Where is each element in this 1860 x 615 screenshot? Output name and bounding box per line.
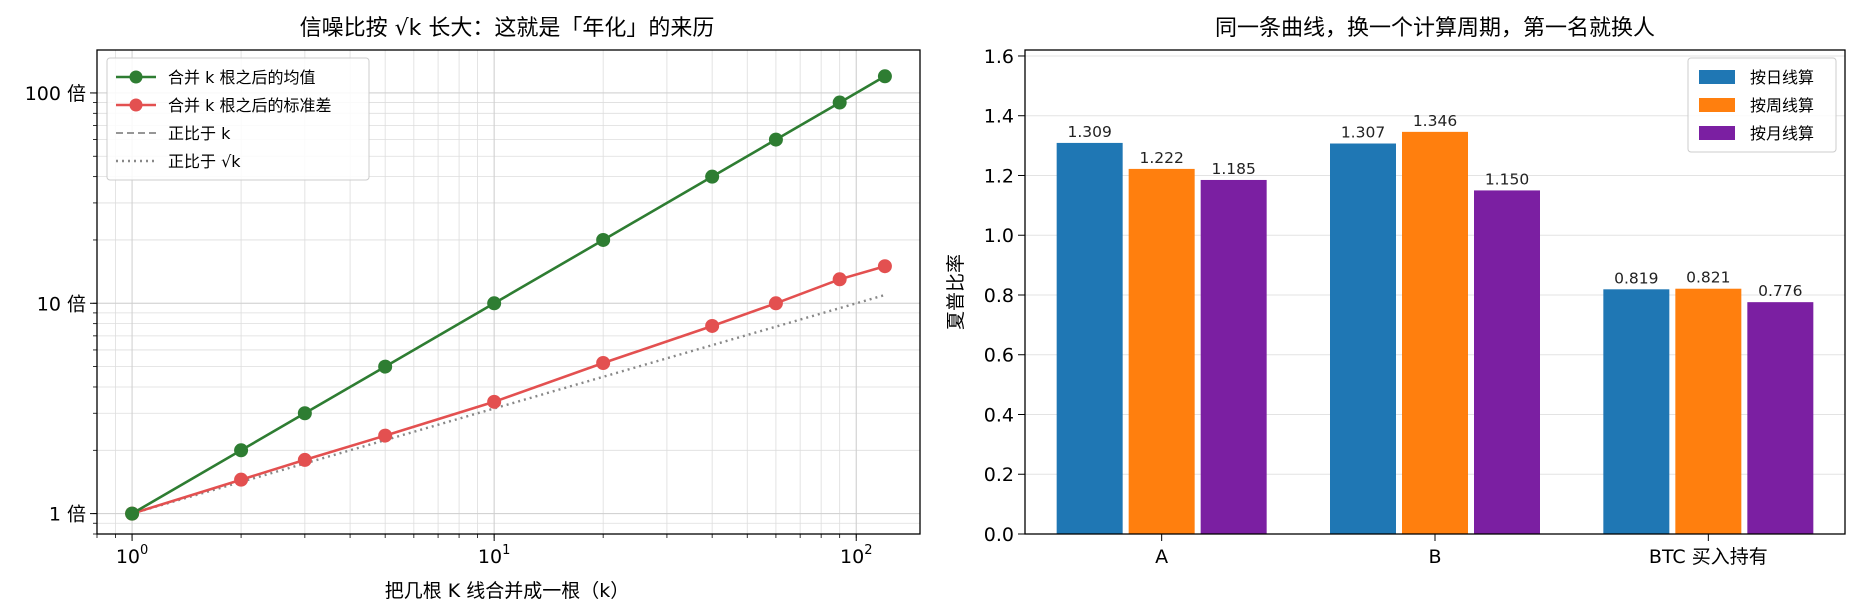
right-bars-layer: 1.309 1.222 1.185 1.307 1.346 1.150 0.819 0.821…: [1056, 112, 1814, 535]
series-2-point: [768, 296, 783, 311]
series-1-point: [877, 69, 892, 84]
bar-3-1: [1200, 179, 1267, 535]
left-x-tick-label: 102: [840, 543, 872, 568]
series-1-point: [832, 95, 847, 110]
series-2-point: [877, 259, 892, 274]
left-chart-title: 信噪比按 √k 长大：这就是「年化」的来历: [300, 16, 715, 41]
bar-value-label: 1.309: [1067, 123, 1111, 141]
bar-value-label: 0.821: [1686, 269, 1730, 287]
right-x-tick-label: A: [1155, 546, 1168, 568]
right-x-tick-label: BTC 买入持有: [1649, 546, 1768, 568]
right-x-tick-label: B: [1428, 546, 1441, 568]
right-legend-swatch: [1699, 126, 1735, 140]
left-legend-label: 正比于 √k: [168, 152, 241, 171]
bar-2-3: [1675, 288, 1742, 534]
left-legend-label: 合并 k 根之后的均值: [168, 68, 315, 87]
right-legend-swatch: [1699, 98, 1735, 112]
right-y-tick-label: 1.0: [984, 225, 1014, 247]
bar-3-3: [1747, 302, 1814, 534]
right-y-tick-label: 1.6: [984, 46, 1014, 68]
right-ticks: 0.0 0.2 0.4 0.6 0.8 1.0 1.2 1.4 1.6 A B BTC 买入持有: [984, 46, 1768, 568]
right-y-axis-label: 夏普比率: [945, 254, 967, 330]
series-1-point: [596, 232, 611, 247]
bar-value-label: 1.185: [1211, 160, 1255, 178]
bar-chart-panel: 同一条曲线，换一个计算周期，第一名就换人 1.3091.2221.1851.30…: [945, 16, 1846, 568]
right-y-tick-label: 1.4: [984, 106, 1014, 128]
left-legend-marker: [129, 98, 143, 112]
series-2-point: [234, 472, 249, 487]
series-2-point: [705, 318, 720, 333]
bar-value-label: 1.307: [1341, 124, 1385, 142]
right-chart-title: 同一条曲线，换一个计算周期，第一名就换人: [1215, 16, 1655, 41]
bar-1-3: [1603, 289, 1670, 534]
left-ticks: 100 101 102 1 倍 10 倍 100 倍: [25, 83, 873, 568]
series-2-point: [832, 272, 847, 287]
series-2-point: [596, 356, 611, 371]
left-x-axis-label: 把几根 K 线合并成一根（k）: [385, 580, 630, 602]
series-1-point: [487, 296, 502, 311]
right-legend-label: 按月线算: [1750, 124, 1814, 143]
left-y-tick-label: 10 倍: [37, 293, 86, 315]
series-2-point: [297, 452, 312, 467]
left-legend-label: 合并 k 根之后的标准差: [168, 96, 331, 115]
right-y-tick-label: 0.6: [984, 345, 1014, 367]
bar-1-2: [1330, 143, 1396, 534]
left-y-tick-label: 100 倍: [25, 83, 86, 105]
series-line-4: [131, 293, 886, 515]
series-line-2: [131, 264, 886, 515]
left-x-tick-label: 100: [116, 543, 148, 568]
bar-value-label: 1.150: [1485, 170, 1529, 188]
right-legend-label: 按日线算: [1750, 68, 1814, 87]
left-legend-label: 正比于 k: [168, 124, 231, 143]
series-2-point: [487, 394, 502, 409]
bar-2-2: [1402, 131, 1468, 534]
left-plot-frame: [96, 49, 921, 535]
right-y-tick-label: 0.8: [984, 285, 1014, 307]
series-1-point: [378, 359, 393, 374]
bar-3-2: [1474, 190, 1540, 535]
bar-1-1: [1056, 142, 1123, 534]
left-x-tick-label: 101: [478, 543, 510, 568]
left-legend-box: [106, 57, 370, 181]
right-y-tick-label: 0.2: [984, 464, 1014, 486]
series-line-1: [131, 75, 886, 515]
bar-2-1: [1128, 168, 1195, 535]
series-1-point: [705, 169, 720, 184]
bar-value-label: 0.776: [1758, 282, 1802, 300]
series-1-point: [768, 132, 783, 147]
left-series-layer: [125, 69, 892, 521]
bar-value-label: 1.222: [1139, 149, 1183, 167]
series-1-point: [297, 406, 312, 421]
right-y-tick-label: 0.0: [984, 524, 1014, 546]
right-legend-label: 按周线算: [1750, 96, 1814, 115]
bar-value-label: 0.819: [1614, 269, 1658, 287]
left-legend-marker: [129, 70, 143, 84]
series-1-point: [125, 506, 140, 521]
bar-value-label: 1.346: [1413, 112, 1457, 130]
left-y-tick-label: 1 倍: [49, 504, 86, 526]
right-legend-swatch: [1699, 70, 1735, 84]
right-y-tick-label: 0.4: [984, 404, 1014, 426]
series-2-point: [378, 428, 393, 443]
right-y-tick-label: 1.2: [984, 165, 1014, 187]
series-1-point: [234, 443, 249, 458]
